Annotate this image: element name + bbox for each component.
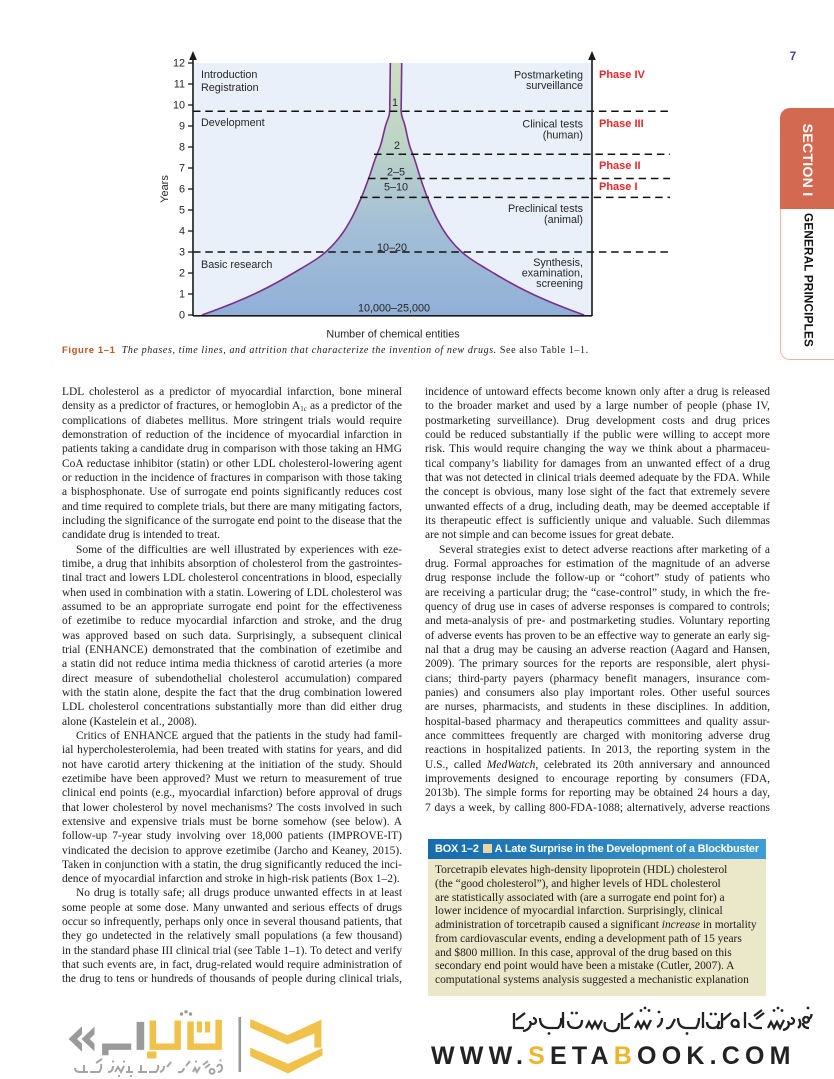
- svg-text:4: 4: [179, 226, 185, 238]
- svg-text:Phase II: Phase II: [599, 160, 641, 172]
- svg-text:(human): (human): [543, 130, 583, 142]
- svg-text:2–5: 2–5: [387, 167, 405, 179]
- svg-text:1: 1: [179, 289, 185, 301]
- svg-text:2: 2: [179, 268, 185, 280]
- svg-text:10–20: 10–20: [377, 242, 407, 254]
- svg-text:1: 1: [392, 97, 398, 109]
- svg-text:Introduction: Introduction: [201, 69, 257, 81]
- svg-text:Phase III: Phase III: [599, 118, 644, 130]
- svg-text:Clinical tests: Clinical tests: [522, 119, 583, 131]
- svg-text:surveillance: surveillance: [526, 80, 583, 92]
- svg-text:Registration: Registration: [201, 82, 259, 94]
- svg-text:10: 10: [173, 100, 185, 112]
- svg-text:Preclinical tests: Preclinical tests: [508, 203, 584, 215]
- svg-text:Phase I: Phase I: [599, 181, 638, 193]
- svg-text:Phase IV: Phase IV: [599, 69, 646, 81]
- svg-text:10,000–25,000: 10,000–25,000: [358, 303, 430, 315]
- svg-text:12: 12: [173, 58, 185, 70]
- svg-text:6: 6: [179, 184, 185, 196]
- svg-text:screening: screening: [536, 278, 583, 290]
- svg-text:Number of chemical entities: Number of chemical entities: [326, 329, 460, 341]
- svg-text:Synthesis,: Synthesis,: [533, 257, 583, 269]
- svg-text:11: 11: [174, 79, 185, 91]
- svg-text:Basic research: Basic research: [201, 259, 272, 271]
- svg-text:7: 7: [179, 163, 185, 175]
- svg-text:5: 5: [179, 205, 185, 217]
- svg-text:Years: Years: [159, 175, 171, 203]
- svg-text:Development: Development: [201, 117, 265, 129]
- svg-text:examination,: examination,: [522, 268, 583, 280]
- svg-text:0: 0: [179, 310, 185, 322]
- svg-text:Postmarketing: Postmarketing: [514, 70, 583, 82]
- svg-text:5–10: 5–10: [384, 182, 408, 194]
- svg-text:(animal): (animal): [544, 214, 583, 226]
- svg-text:3: 3: [179, 247, 185, 259]
- svg-text:8: 8: [179, 142, 185, 154]
- svg-text:9: 9: [179, 121, 185, 133]
- svg-text:2: 2: [394, 140, 400, 152]
